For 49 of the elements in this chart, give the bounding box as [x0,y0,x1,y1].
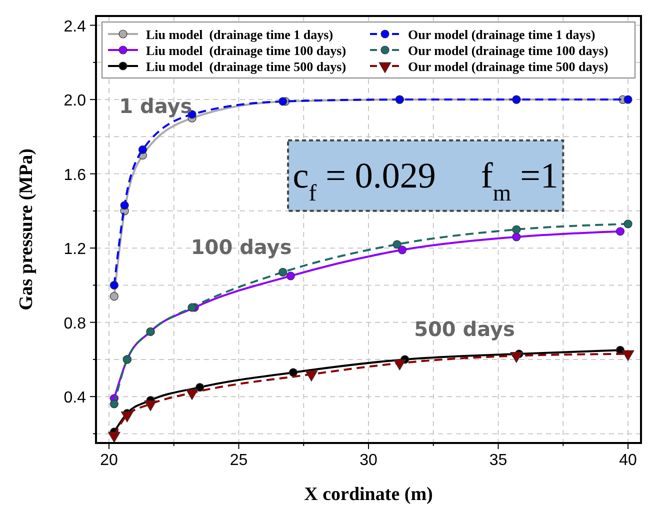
point [624,95,632,104]
point [120,201,129,210]
legend-label: Liu model (drainage time 500 days) [146,59,346,74]
point [196,383,204,392]
point [305,370,318,382]
legend-label: Liu model (drainage time 1 days) [146,27,334,42]
point [286,272,295,280]
point [278,268,288,276]
annotation: c$_{f}$ = 0.029 f$_{m}$ =1 [292,156,558,207]
y-tick-label: 1.6 [64,166,86,184]
point [186,389,198,400]
x-tick-label: 20 [100,452,118,469]
legend-label: Our model (drainage time 1 days) [408,27,596,42]
x-tick-label: 25 [230,452,248,469]
legend-label: Our model (drainage time 100 days) [408,43,608,58]
point [108,432,120,443]
annotation: 100 days [190,235,292,260]
y-tick-label: 1.2 [64,241,86,258]
point [110,280,118,290]
y-axis-title: Gas pressure (MPa) [16,148,37,310]
legend-label: Liu model (drainage time 100 days) [146,43,346,58]
point [188,303,196,312]
point [120,411,134,422]
x-tick-label: 35 [489,452,508,469]
point [144,400,157,412]
point [512,225,521,234]
point [616,227,625,236]
point [288,368,298,377]
y-tick-label: 0.4 [64,390,86,407]
y-tick-label: 2.0 [64,92,86,110]
point [624,220,632,228]
annotation: 500 days [414,316,515,341]
point [110,400,118,408]
point [393,359,406,370]
point [392,240,402,249]
annotation: 1 days [119,94,192,118]
point [512,232,521,242]
legend-label: Our model (drainage time 500 days) [408,59,608,74]
point [510,352,523,363]
x-tick-label: 40 [619,452,638,469]
point [278,97,288,106]
y-tick-label: 0.8 [64,315,86,332]
point [138,145,148,154]
x-axis-title: X cordinate (m) [304,484,433,505]
point [398,246,407,254]
y-tick-label: 2.4 [64,18,86,36]
point [622,350,634,361]
x-tick-label: 30 [360,452,378,469]
point [110,292,118,301]
